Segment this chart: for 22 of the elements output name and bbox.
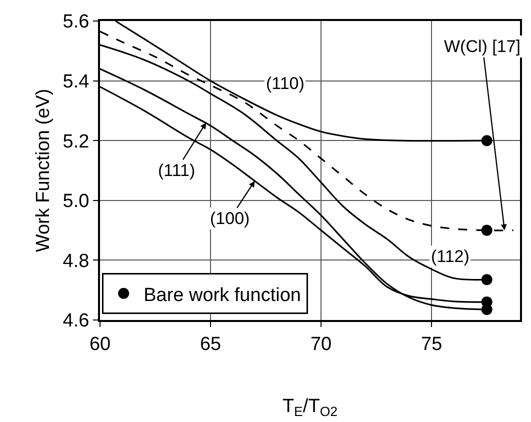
point [481, 135, 492, 146]
y-tick-label: 4.6 [62, 310, 90, 332]
legend-label: Bare work function [144, 284, 301, 306]
x-tick-label: 75 [421, 334, 442, 355]
annotation: (100) [210, 209, 250, 228]
annotation: W(Cl) [17] [444, 37, 520, 56]
y-tick-label: 4.8 [62, 250, 90, 272]
x-axis-title: T$_{E}$/T$_{O2}$ [282, 396, 338, 420]
y-tick-label: 5.0 [62, 191, 90, 212]
point [481, 304, 492, 316]
x-tick-label: 70 [310, 334, 332, 355]
annotation: (111) [158, 161, 196, 180]
point [481, 224, 492, 236]
x-tick-label: 60 [89, 334, 111, 355]
point [481, 274, 492, 286]
y-tick-label: 5.2 [62, 131, 90, 152]
x-tick-label: 65 [200, 334, 222, 355]
y-axis-title: Work Function (eV) [33, 88, 54, 252]
annotation: (112) [431, 247, 470, 266]
y-tick-label: 5.4 [62, 71, 90, 92]
annotation: (110) [266, 74, 304, 93]
y-tick-label: 5.6 [62, 12, 90, 33]
